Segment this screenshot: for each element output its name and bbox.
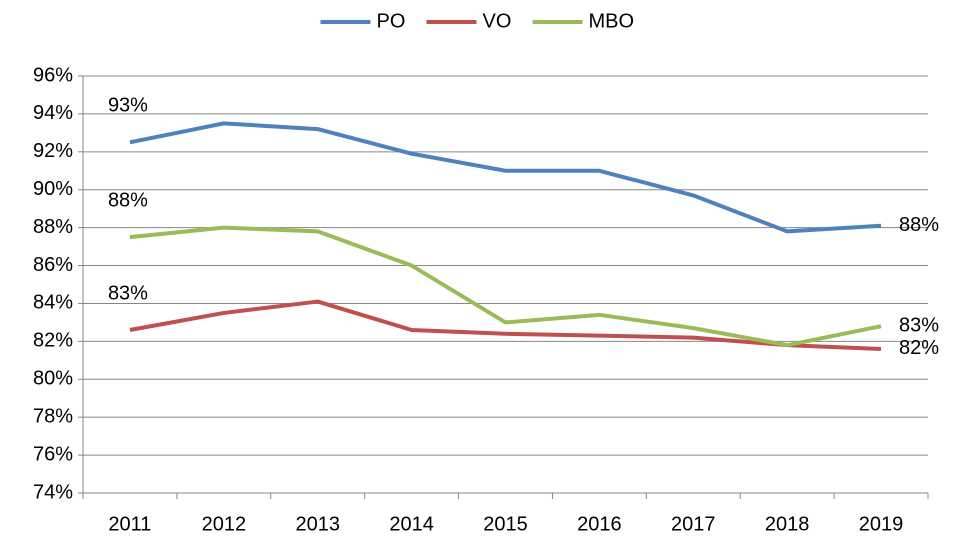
data-label: 88% [899,214,939,236]
series-line [129,121,882,234]
y-tick-label: 78% [33,405,73,427]
y-tick-label: 90% [33,178,73,200]
y-tick-label: 88% [33,216,73,238]
x-tick-label: 2018 [765,513,810,535]
legend-label: VO [483,10,512,32]
y-tick-label: 86% [33,254,73,276]
x-tick-label: 2017 [671,513,716,535]
y-tick-label: 92% [33,140,73,162]
legend-label: PO [377,10,406,32]
y-tick-label: 76% [33,443,73,465]
y-tick-label: 74% [33,481,73,503]
y-tick-label: 84% [33,292,73,314]
y-tick-label: 80% [33,368,73,390]
x-tick-label: 2011 [108,513,151,535]
y-tick-label: 94% [33,102,73,124]
x-tick-label: 2014 [389,513,434,535]
series-line [129,299,882,351]
y-tick-label: 96% [33,64,73,86]
y-tick-label: 82% [33,330,73,352]
data-label: 88% [108,189,148,211]
x-tick-label: 2015 [483,513,528,535]
x-tick-label: 2013 [295,513,340,535]
data-label: 83% [899,314,939,336]
x-tick-label: 2016 [577,513,622,535]
x-tick-label: 2019 [859,513,904,535]
legend-label: MBO [589,10,635,32]
series-line [129,225,882,348]
x-tick-label: 2012 [202,513,247,535]
data-label: 83% [108,282,148,304]
data-label: 82% [899,337,939,359]
data-label: 93% [108,95,148,117]
